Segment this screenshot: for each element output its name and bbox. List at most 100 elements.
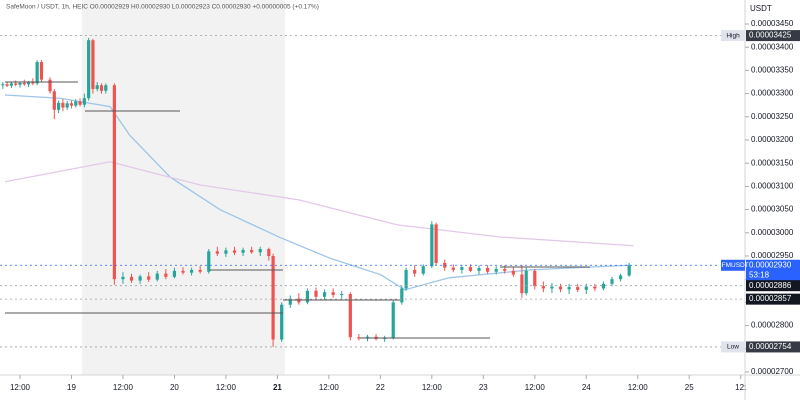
candle-body — [112, 85, 116, 280]
y-tick-label: 0.00002950 — [751, 251, 794, 260]
y-tick-label: 0.00003200 — [751, 135, 794, 144]
candle-body — [280, 304, 284, 340]
x-tick-label: 12:00 — [628, 383, 649, 392]
candle-body — [430, 224, 434, 267]
candle-body — [576, 287, 580, 290]
candle-body — [250, 249, 254, 253]
candle-body — [584, 286, 588, 290]
candle-body — [443, 262, 447, 268]
candle-body — [215, 251, 219, 254]
y-tick-label: 0.00003000 — [751, 228, 794, 237]
candle-body — [104, 85, 108, 91]
candle-body — [26, 82, 31, 85]
candle-body — [69, 103, 74, 106]
price-label: 0.00003425 — [749, 31, 792, 40]
candle-body — [391, 302, 395, 338]
candle-body — [207, 251, 211, 272]
x-tick-label: 12:00 — [10, 383, 31, 392]
candle-body — [267, 249, 271, 256]
candle-body — [52, 91, 56, 110]
candle-body — [95, 85, 99, 89]
moving-average — [4, 94, 630, 291]
candle-body — [550, 286, 554, 289]
candle-body — [558, 286, 563, 290]
candle-body — [593, 286, 597, 289]
chart-title: SafeMoon / USDT, 1h, HEIC O0.00002929 H0… — [6, 4, 319, 11]
candle-body — [533, 270, 537, 287]
candle-body — [65, 103, 69, 108]
candle-body — [18, 82, 22, 85]
candle-body — [31, 82, 35, 84]
candle-body — [348, 294, 352, 338]
axes: 0.000027000.000027500.000028000.00002850… — [10, 19, 800, 392]
candle-body — [451, 267, 455, 270]
candle-body — [468, 267, 473, 271]
x-tick-label: 21 — [273, 383, 282, 392]
candle-body — [87, 40, 91, 99]
candle-body — [198, 269, 202, 272]
price-axis-panel — [745, 0, 800, 400]
y-tick-label: 0.00003400 — [751, 42, 794, 51]
candle-body — [434, 224, 438, 263]
candle-body — [48, 79, 52, 92]
candle-body — [520, 274, 524, 294]
candle-body — [400, 288, 404, 303]
y-tick-label: 0.00003450 — [751, 19, 794, 28]
y-tick-label: 0.00003050 — [751, 205, 794, 214]
price-label: 0.00002930 — [749, 260, 792, 269]
price-label-box — [746, 341, 800, 353]
candle-body — [627, 265, 631, 276]
candle-body — [9, 83, 14, 86]
candle-body — [421, 266, 425, 274]
candle-body — [314, 290, 318, 297]
x-tick-label: 12:00 — [319, 383, 340, 392]
shaded-range — [82, 0, 285, 375]
x-tick-label: 22 — [376, 383, 385, 392]
candle-body — [172, 270, 177, 277]
candle-body — [99, 85, 104, 91]
price-label: 0.00002857 — [749, 294, 792, 303]
time-axis-panel — [0, 375, 800, 400]
candle-body — [271, 255, 275, 340]
candle-body — [357, 337, 361, 339]
price-label-box — [746, 280, 800, 292]
price-label-name-box — [721, 30, 745, 42]
x-tick-label: 12:00 — [422, 383, 443, 392]
candle-body — [297, 298, 301, 303]
candle-body — [618, 275, 623, 280]
candle-body — [121, 276, 125, 280]
price-label-name: High — [726, 32, 740, 39]
candle-body — [258, 249, 262, 253]
candle-body — [511, 270, 515, 275]
candle-body — [189, 269, 194, 273]
candle-body — [288, 298, 292, 305]
x-tick-label: 12:00 — [216, 383, 237, 392]
candle-body — [14, 83, 18, 85]
price-label-box — [746, 30, 800, 42]
axis-unit: USDT — [750, 4, 772, 13]
y-tick-label: 0.00003100 — [751, 181, 794, 190]
price-label: 0.00002886 — [749, 281, 792, 290]
x-tick-label: 12:00 — [525, 383, 546, 392]
moving-average — [4, 161, 634, 247]
candle-body — [486, 268, 490, 272]
x-tick-label: 20 — [170, 383, 179, 392]
x-tick-label: 25 — [685, 383, 694, 392]
candle-body — [61, 102, 65, 108]
candle-body — [39, 62, 44, 80]
y-tick-label: 0.00003350 — [751, 65, 794, 74]
candle-body — [494, 268, 498, 272]
candle-body — [155, 273, 159, 280]
drawings — [5, 81, 590, 339]
candle-body — [524, 270, 528, 294]
candle-body — [78, 101, 82, 105]
x-tick-label: 24 — [582, 383, 591, 392]
candle-body — [404, 269, 408, 289]
candle-body — [147, 276, 151, 280]
candle-body — [241, 249, 245, 253]
price-label-name: SFMUSDT — [717, 262, 748, 269]
candle-body — [541, 286, 545, 289]
candle-body — [91, 40, 95, 89]
